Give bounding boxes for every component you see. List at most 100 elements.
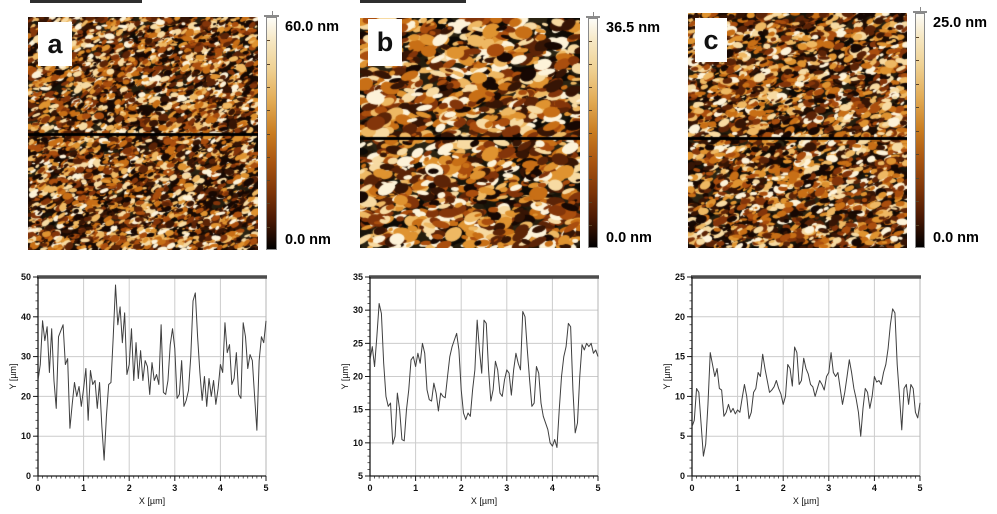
colorbar-b	[586, 12, 600, 248]
colorbar-tick	[589, 225, 592, 226]
colorbar-min-label-a: 0.0 nm	[285, 232, 331, 248]
y-tick-label: 15	[675, 352, 685, 362]
colorbar-a	[264, 11, 279, 250]
y-tick-label: 5	[358, 471, 363, 481]
afm-panel-a: a 60.0 nm 0.0 nm	[28, 11, 343, 250]
colorbar-tick	[589, 179, 592, 180]
y-tick-label: 20	[675, 312, 685, 322]
x-tick-label: 4	[218, 483, 223, 493]
colorbar-tick	[916, 177, 919, 179]
x-axis-title: X [µm]	[793, 496, 819, 506]
colorbar-tick	[267, 63, 270, 65]
y-tick-label: 35	[353, 272, 363, 282]
y-tick-label: 5	[680, 431, 685, 441]
profile-line	[691, 308, 921, 457]
colorbar-labels-c: 25.0 nm 0.0 nm	[933, 13, 991, 248]
y-tick-label: 25	[675, 272, 685, 282]
y-tick-label: 25	[353, 338, 363, 348]
y-tick-label: 15	[353, 405, 363, 415]
x-axis-title: X [µm]	[139, 496, 165, 506]
colorbar-tick	[916, 201, 919, 202]
profile-chart-c: 0 1 2 3 4 5 0 5 10 15 20 25 X [µm] Y [µm]	[660, 268, 960, 512]
y-tick-label: 30	[21, 352, 31, 362]
chart-canvas: 0 1 2 3 4 5 5 10 15 20 25 30 35 X [µm] Y [µm]	[340, 272, 601, 506]
colorbar-tick	[267, 226, 270, 228]
colorbar-max-label-b: 36.5 nm	[606, 20, 660, 36]
colorbar-tick	[589, 202, 592, 203]
x-tick-label: 4	[872, 483, 877, 493]
y-tick-label: 10	[21, 431, 31, 441]
y-axis-title: Y [µm]	[340, 363, 350, 389]
afm-panel-b: b 36.5 nm 0.0 nm	[360, 12, 664, 248]
colorbar-max-label-a: 60.0 nm	[285, 19, 339, 35]
x-tick-label: 5	[595, 483, 600, 493]
colorbar-min-label-b: 0.0 nm	[606, 230, 652, 246]
y-tick-label: 20	[21, 391, 31, 401]
top-edge-artifact	[30, 0, 142, 3]
colorbar-gradient-b	[588, 18, 598, 248]
colorbar-tick	[916, 60, 919, 61]
top-edge-artifact	[360, 0, 466, 3]
colorbar-tick	[267, 110, 270, 112]
colorbar-gradient-a	[266, 17, 277, 250]
x-tick-label: 3	[826, 483, 831, 493]
panel-label-box-c: c	[695, 18, 727, 62]
colorbar-top-stub	[271, 11, 273, 16]
colorbar-tick	[267, 180, 270, 182]
panel-letter-b: b	[376, 27, 394, 57]
afm-panel-c: c 25.0 nm 0.0 nm	[688, 7, 991, 248]
x-tick-label: 0	[689, 483, 694, 493]
y-tick-label: 40	[21, 312, 31, 322]
colorbar-top-cap	[264, 15, 279, 17]
colorbar-tick	[267, 40, 270, 42]
colorbar-tick	[267, 203, 270, 205]
x-tick-label: 4	[550, 483, 555, 493]
panel-letter-a: a	[47, 28, 63, 59]
x-axis-title: X [µm]	[471, 496, 497, 506]
y-tick-label: 0	[680, 471, 685, 481]
colorbar-tick	[916, 130, 919, 132]
y-tick-label: 0	[26, 471, 31, 481]
y-tick-label: 30	[353, 305, 363, 315]
profile-line	[369, 303, 599, 448]
colorbar-tick	[589, 87, 592, 88]
profile-line	[37, 284, 267, 461]
y-axis-title: Y [µm]	[8, 363, 18, 389]
colorbar-top-cap	[913, 11, 927, 13]
colorbar-tick	[267, 156, 270, 158]
colorbar-tick	[589, 156, 592, 157]
x-tick-label: 5	[263, 483, 268, 493]
x-tick-label: 1	[81, 483, 86, 493]
colorbar-tick	[267, 133, 270, 135]
y-tick-label: 10	[353, 438, 363, 448]
x-tick-label: 3	[504, 483, 509, 493]
y-tick-label: 50	[21, 272, 31, 282]
colorbar-tick	[916, 83, 919, 85]
colorbar-top-cap	[586, 16, 600, 18]
colorbar-tick	[589, 110, 592, 111]
x-tick-label: 2	[127, 483, 132, 493]
y-tick-label: 10	[675, 391, 685, 401]
x-tick-label: 2	[459, 483, 464, 493]
y-axis-title: Y [µm]	[662, 363, 672, 389]
colorbar-tick	[916, 36, 919, 38]
x-tick-label: 1	[413, 483, 418, 493]
x-tick-label: 0	[35, 483, 40, 493]
colorbar-labels-b: 36.5 nm 0.0 nm	[606, 18, 664, 248]
x-tick-label: 0	[367, 483, 372, 493]
colorbar-c	[913, 7, 927, 248]
colorbar-tick	[589, 133, 592, 134]
x-tick-label: 5	[917, 483, 922, 493]
colorbar-labels-a: 60.0 nm 0.0 nm	[285, 17, 343, 250]
colorbar-tick	[589, 41, 592, 42]
y-tick-label: 20	[353, 372, 363, 382]
colorbar-top-stub	[593, 12, 594, 17]
profile-chart-b: 0 1 2 3 4 5 5 10 15 20 25 30 35 X [µm] Y [µm]	[338, 268, 638, 512]
colorbar-tick	[916, 154, 919, 155]
panel-letter-c: c	[703, 24, 719, 55]
colorbar-min-label-c: 0.0 nm	[933, 230, 979, 246]
colorbar-tick	[916, 224, 919, 226]
